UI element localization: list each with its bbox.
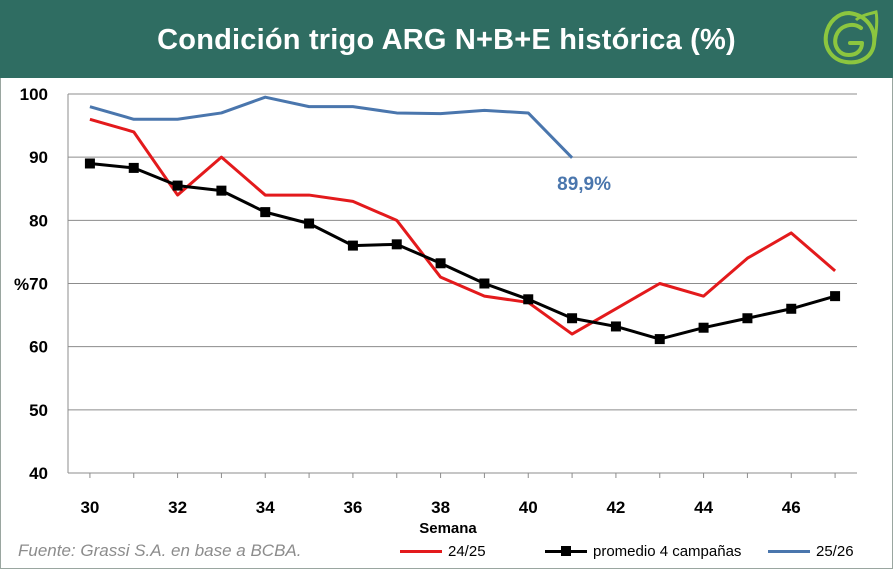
data-point-s1-40 (523, 294, 534, 305)
legend-label-24-25: 24/25 (448, 542, 486, 560)
legend-item-24-25: 24/25 (400, 540, 486, 562)
data-point-s1-32 (172, 180, 183, 191)
line-chart: 40 50 60 70 80 90 100 30 32 34 36 38 40 42 44 46 Semana%… (14, 85, 857, 537)
y-axis-label: % (14, 275, 29, 294)
legend-square-marker (561, 545, 571, 556)
y-tick-label-50: 50 (29, 401, 48, 420)
data-point-s1-36 (347, 240, 358, 251)
data-point-s1-41 (567, 313, 578, 324)
grassi-leaf-logo (823, 10, 879, 65)
chart-title: Condición trigo ARG N+B+E histórica (%) (157, 24, 736, 56)
x-tick-label-30: 30 (80, 498, 99, 517)
data-point-s1-46 (786, 303, 797, 314)
series-line-2 (89, 95, 574, 159)
x-tick-label-32: 32 (168, 498, 187, 517)
data-point-s1-33 (216, 185, 227, 196)
y-tick-label-60: 60 (29, 338, 48, 357)
data-point-s1-43 (654, 334, 665, 345)
data-point-s1-37 (391, 239, 402, 250)
title-banner: Condición trigo ARG N+B+E histórica (%) (0, 0, 893, 78)
source-note: Fuente: Grassi S.A. en base a BCBA. (18, 541, 302, 560)
y-tick-label-80: 80 (29, 211, 48, 230)
legend-swatch-promedio (545, 545, 587, 556)
data-point-s1-42 (610, 321, 621, 332)
x-tick-label-46: 46 (782, 498, 801, 517)
y-tick-label-70: 70 (29, 275, 48, 294)
legend-item-promedio: promedio 4 campañas (545, 540, 741, 562)
data-point-s1-39 (479, 278, 490, 289)
y-tick-label-100: 100 (20, 85, 48, 104)
annotation-label-0: 89,9% (557, 174, 611, 195)
x-tick-label-42: 42 (606, 498, 625, 517)
x-tick-label-36: 36 (343, 498, 362, 517)
x-tick-label-40: 40 (519, 498, 538, 517)
y-tick-label-40: 40 (29, 464, 48, 483)
x-axis-label: Semana (419, 520, 477, 537)
legend-item-25-26: 25/26 (768, 540, 854, 562)
data-point-s1-47 (830, 291, 841, 302)
y-tick-label-90: 90 (29, 148, 48, 167)
legend-swatch-25-26 (768, 549, 810, 553)
series-line-0 (89, 117, 837, 336)
data-point-s1-31 (128, 162, 139, 173)
x-tick-label-44: 44 (694, 498, 713, 517)
legend-label-promedio: promedio 4 campañas (593, 542, 742, 560)
series-line-1 (89, 161, 836, 341)
legend-swatch-24-25 (400, 549, 442, 553)
legend-label-25-26: 25/26 (816, 542, 854, 560)
data-point-s1-45 (742, 313, 753, 324)
data-point-s1-38 (435, 258, 446, 269)
x-tick-label-34: 34 (256, 498, 275, 517)
data-point-s1-35 (304, 218, 315, 229)
data-point-s1-34 (260, 207, 271, 218)
x-tick-label-38: 38 (431, 498, 450, 517)
data-point-s1-30 (84, 158, 95, 169)
data-point-s1-44 (698, 322, 709, 333)
